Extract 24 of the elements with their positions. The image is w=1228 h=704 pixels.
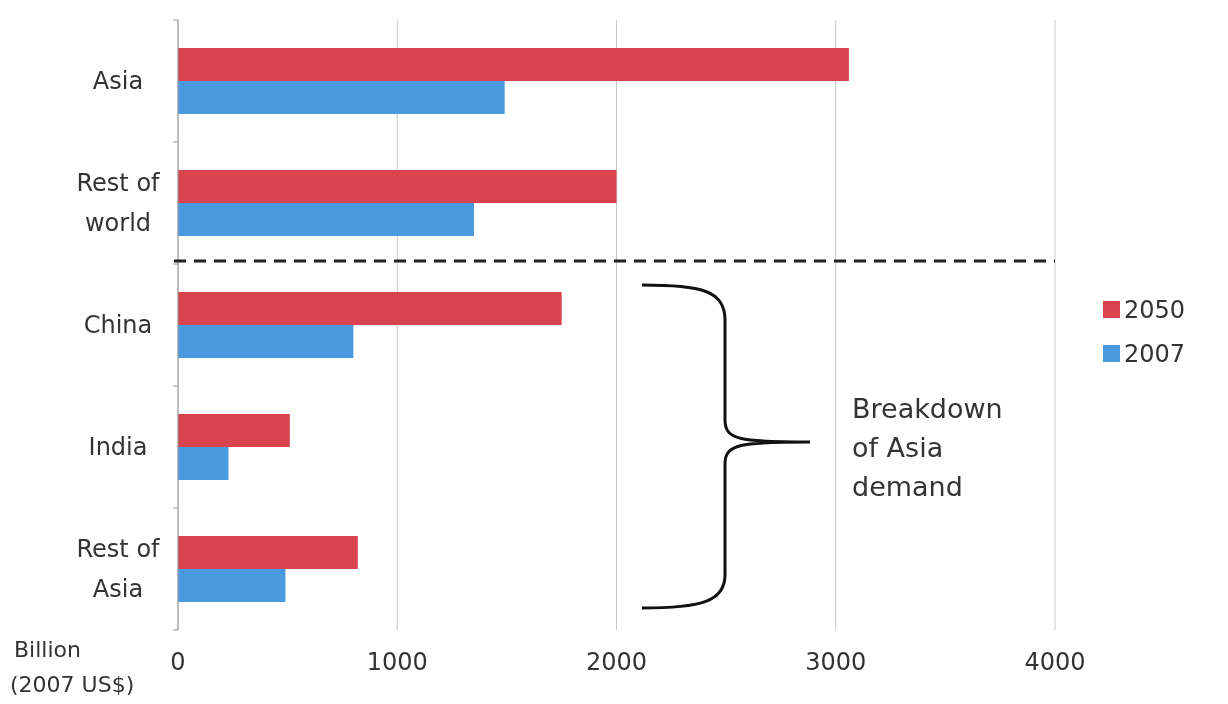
x-tick-label: 3000 <box>805 648 867 676</box>
annotation: Breakdown of Asia demand <box>852 393 1003 502</box>
bar <box>178 203 474 236</box>
bar <box>178 292 562 325</box>
bar <box>178 48 849 81</box>
x-axis-title: Billion (2007 US$) <box>10 637 135 697</box>
x-tick-label: 0 <box>170 648 186 676</box>
bar <box>178 325 354 358</box>
y-tick-label: Asia <box>92 67 144 95</box>
x-tick-label: 4000 <box>1024 648 1086 676</box>
bar <box>178 81 505 114</box>
x-tick-label: 1000 <box>366 648 428 676</box>
bar <box>178 447 229 480</box>
bar <box>178 170 617 203</box>
legend-label: 2007 <box>1124 340 1186 368</box>
x-tick-label: 2000 <box>585 648 648 676</box>
y-tick-label: Rest of world <box>76 169 161 237</box>
y-tick-label: China <box>83 311 153 339</box>
y-tick-label: Rest of Asia <box>76 535 161 603</box>
bar <box>178 536 358 569</box>
legend-label: 2050 <box>1124 296 1186 324</box>
bar <box>178 414 290 447</box>
y-tick-label: India <box>88 433 148 461</box>
bar <box>178 569 286 602</box>
